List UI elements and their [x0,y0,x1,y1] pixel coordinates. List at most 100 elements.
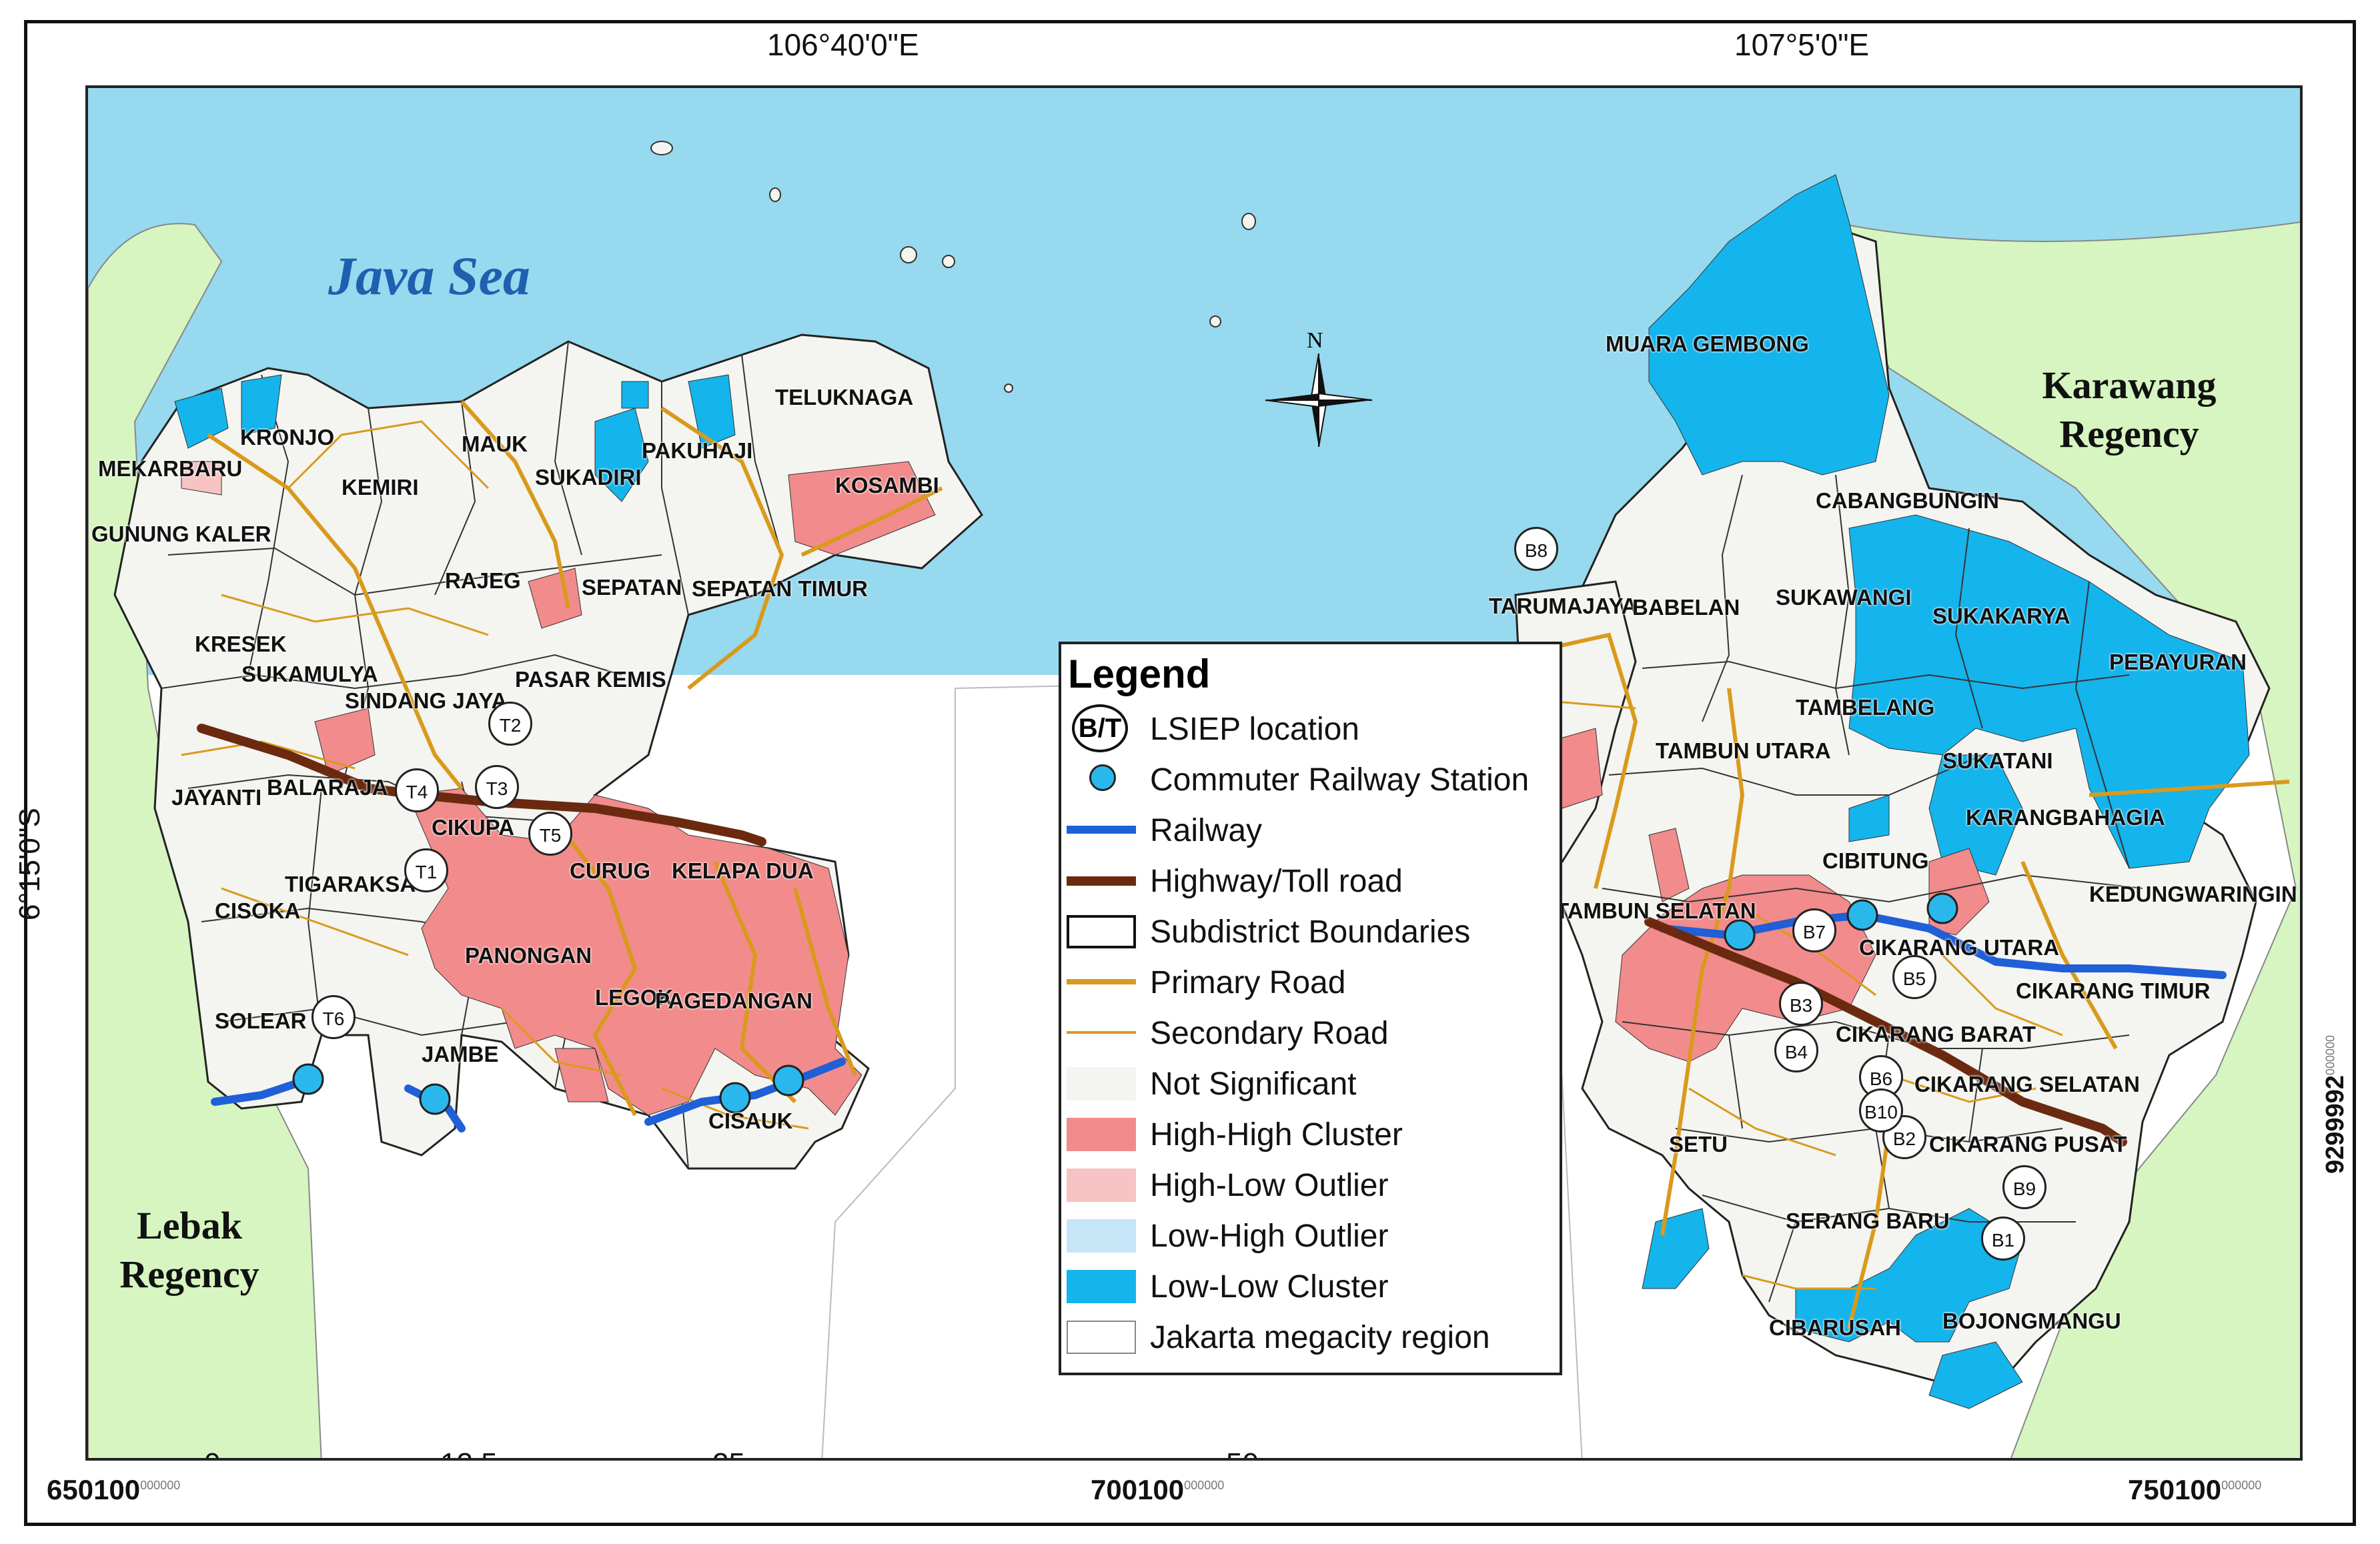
commuter-station[interactable] [292,1063,324,1095]
place-label: PANONGAN [465,943,592,968]
place-label: CABANGBUNGIN [1816,488,1999,513]
bekasi-boundaries [1602,474,2143,1303]
place-label: CIBARUSAH [1769,1315,1901,1340]
place-label: KOSAMBI [835,473,939,498]
station-icon [1067,763,1136,796]
legend-label: High-Low Outlier [1150,1168,1389,1203]
site-marker[interactable]: T2 [488,702,532,746]
sea-label: Java Sea [328,245,530,306]
site-marker[interactable]: T5 [528,812,572,856]
map-canvas[interactable]: Java Sea Karawang Regency Lebak Regency … [85,85,2303,1461]
map-svg [88,88,2300,1458]
tangerang-high-low [181,461,222,496]
site-marker[interactable]: T4 [395,768,439,812]
place-label: SUKATANI [1942,748,2053,773]
legend-label: Railway [1150,813,1263,848]
legend-label: Low-High Outlier [1150,1219,1389,1254]
place-label: SOLEAR [215,1008,307,1033]
site-marker[interactable]: B1 [1981,1217,2025,1261]
site-marker[interactable]: T3 [475,765,519,809]
legend-item: Highway/Toll road [1067,856,1560,904]
highway-icon [1067,864,1136,898]
legend-label: Not Significant [1150,1066,1357,1102]
longitude-label: 106°40'0"E [767,27,919,62]
easting-label: 650100000000 [47,1474,181,1505]
place-label: CIKARANG UTARA [1859,935,2060,960]
legend: Legend B/T LSIEP location Commuter Railw… [1059,642,1562,1375]
legend-label: Primary Road [1150,965,1346,1000]
legend-label: High-High Cluster [1150,1117,1403,1152]
lsiep-location-icon: B/T [1072,704,1128,752]
legend-label: Subdistrict Boundaries [1150,914,1471,950]
bekasi-regency [1554,227,2271,1397]
place-label: CIKARANG BARAT [1836,1022,2036,1046]
place-label: BABELAN [1632,595,1740,620]
commuter-station[interactable] [419,1083,451,1115]
north-label: N [1307,328,1323,353]
low-low-swatch [1067,1270,1136,1303]
commuter-station[interactable] [719,1082,751,1114]
scale-tick-label: 0 [204,1447,220,1458]
site-marker[interactable]: B7 [1792,908,1836,952]
site-marker[interactable]: B9 [2002,1165,2046,1209]
legend-item: Subdistrict Boundaries [1067,907,1560,955]
commuter-station[interactable] [1724,919,1756,951]
place-label: CURUG [570,858,650,883]
place-label: SEPATAN TIMUR [692,576,868,601]
place-label: SERANG BARU [1786,1209,1950,1233]
legend-title: Legend [1068,652,1211,696]
place-label: KRESEK [195,632,287,656]
primary-road-icon [1067,966,1136,999]
site-marker[interactable]: B10 [1859,1088,1903,1132]
legend-label: Secondary Road [1150,1016,1389,1051]
commuter-stations [292,892,1958,1115]
legend-item: High-High Cluster [1067,1110,1560,1158]
place-label: KELAPA DUA [672,858,814,883]
regency-label-lebak: Lebak Regency [119,1204,259,1296]
secondary-road-icon [1067,1016,1136,1050]
latitude-label: 6°15'0"S [13,808,46,920]
legend-item: Railway [1067,806,1560,854]
place-label: TAMBUN SELATAN [1556,898,1756,923]
place-label: RAJEG [445,568,521,593]
tangerang-low-low [174,374,736,502]
place-label: KEMIRI [342,475,419,500]
place-label: SUKAMULYA [241,662,378,686]
place-label: CIKARANG PUSAT [1929,1132,2127,1156]
scale-tick-label: 25 [712,1447,745,1458]
commuter-station[interactable] [1926,892,1958,924]
site-marker[interactable]: B5 [1892,955,1936,999]
legend-label: Highway/Toll road [1150,864,1403,899]
legend-item: Primary Road [1067,958,1560,1006]
place-label: SUKAKARYA [1932,604,2070,628]
boundary-icon [1067,915,1136,948]
place-label: JAMBE [422,1042,499,1066]
northing-label: 9299992000000 [2321,1034,2349,1174]
site-marker[interactable]: B4 [1774,1028,1818,1072]
place-label: SUKADIRI [535,465,642,490]
compass-icon [1265,353,1373,448]
commuter-station[interactable] [772,1064,804,1096]
legend-item: Secondary Road [1067,1008,1560,1056]
tangerang-high-high [314,461,936,1116]
place-label: TAMBUN UTARA [1656,738,1831,763]
secondary-roads [181,420,2063,1290]
place-label: SEPATAN [582,575,682,600]
place-label: CIKUPA [432,815,515,840]
regency-label-karawang: Karawang Regency [2042,363,2217,456]
commuter-station[interactable] [1846,899,1878,931]
site-marker[interactable]: B8 [1514,527,1558,571]
site-marker[interactable]: T1 [404,848,448,892]
primary-roads [207,400,2290,1329]
bekasi-low-low [1642,174,2250,1409]
place-label: GUNUNG KALER [91,522,271,546]
longitude-label: 107°5'0"E [1734,27,1870,62]
site-marker[interactable]: B3 [1779,982,1823,1026]
place-label: TAMBELANG [1796,695,1935,720]
high-low-swatch [1067,1169,1136,1202]
place-label: PASAR KEMIS [515,667,666,692]
place-label: MUARA GEMBONG [1606,331,1809,356]
site-marker[interactable]: T6 [312,995,356,1039]
not-significant-swatch [1067,1067,1136,1100]
place-label: SINDANG JAYA [345,688,508,713]
